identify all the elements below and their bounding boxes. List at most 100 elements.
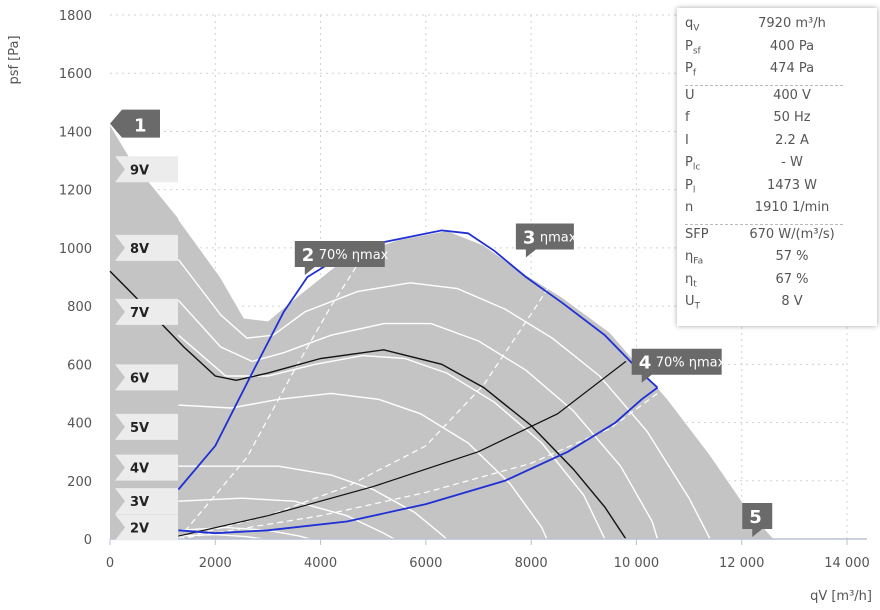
info-key-subscript: f (692, 68, 697, 79)
x-tick-label: 10 000 (614, 556, 660, 571)
voltage-curve-7V (177, 299, 659, 540)
x-tick-label: 8000 (515, 556, 548, 571)
voltage-curve-min (178, 533, 263, 540)
curves (109, 218, 753, 540)
voltage-curve-8V (177, 259, 711, 540)
x-axis-title: qV [m³/h] (810, 589, 872, 604)
voltage-label-7V: 7V (115, 298, 178, 325)
voltage-label-text: 9V (130, 163, 149, 178)
info-row: Psf 400 Pa (677, 39, 877, 61)
info-key: Pf (685, 61, 697, 79)
voltage-label-6V: 6V (115, 364, 178, 391)
info-value: 1473 W (766, 177, 818, 193)
callout-number: 3 (523, 228, 536, 249)
voltage-label-9V: 9V (115, 156, 178, 183)
info-row: n 1910 1/min (677, 200, 877, 222)
info-value: 2.2 A (775, 132, 809, 148)
voltage-label-tab (115, 413, 178, 440)
y-tick-label: 1800 (59, 9, 92, 24)
voltage-label-tab (115, 454, 178, 481)
y-tick-label: 1600 (59, 67, 92, 82)
voltage-label-tab (115, 364, 178, 391)
info-key: ηt (685, 271, 697, 290)
voltage-label-tab (115, 156, 178, 183)
callout-number: 1 (134, 116, 147, 137)
voltage-label-tab (115, 514, 178, 541)
info-row: Plc - W (677, 155, 877, 177)
info-value: 8 V (781, 294, 803, 309)
info-row: U 400 V (677, 88, 877, 110)
efficiency-boundary-lower (178, 386, 659, 535)
info-value: 400 Pa (769, 38, 815, 54)
info-row: Pl 1473 W (677, 178, 877, 200)
callout-text: ηmax (540, 231, 577, 246)
voltage-label-8V: 8V (115, 234, 178, 261)
info-row: ηt 67 % (677, 272, 877, 294)
info-key-subscript: sf (692, 46, 701, 57)
x-tick-label: 6000 (409, 556, 442, 571)
x-tick-label: 12 000 (719, 556, 765, 571)
efficiency-dashed-curve-3 (178, 392, 658, 540)
x-tick-label: 14 000 (824, 556, 870, 571)
voltage-label-text: 2V (130, 521, 149, 536)
callout-5: 5 (742, 503, 773, 537)
efficiency-dashed-curve-1 (177, 256, 364, 540)
info-row: I 2.2 A (677, 133, 877, 155)
info-key: Pl (685, 177, 696, 196)
voltage-label-tab (115, 488, 178, 515)
voltage-label-4V: 4V (115, 454, 178, 481)
info-row: qV 7920 m³/h (677, 16, 877, 38)
callout-number: 5 (749, 507, 762, 528)
info-value: 1910 1/min (754, 200, 830, 215)
info-key: U (685, 87, 695, 103)
info-row: ηFa 57 % (677, 249, 877, 271)
info-row: UT 8 V (677, 294, 877, 316)
voltage-curve-4V (178, 465, 448, 540)
callout-2: 2 70% ηmax (294, 241, 389, 275)
info-value: 7920 m³/h (758, 16, 826, 31)
info-key-subscript: t (693, 279, 697, 290)
voltage-label-5V: 5V (115, 413, 178, 440)
callout-1: 1 (110, 109, 160, 138)
info-key: ηFa (685, 249, 704, 267)
info-value: - W (781, 155, 803, 170)
callout-3: 3 ηmax (515, 223, 577, 258)
voltage-label-text: 8V (130, 242, 149, 257)
info-key: n (685, 200, 694, 215)
labels: 9V 8V 7V 6V 5V 4V 3V 2V 1 2 70% ηmax 3 ηmax 4 70% ηmax… (110, 109, 773, 541)
voltage-label-tab (115, 234, 178, 261)
y-tick-label: 200 (67, 475, 92, 490)
info-separator (685, 84, 843, 86)
info-row: SFP 670 W/(m³/s) (677, 227, 877, 249)
callout-box (742, 503, 773, 537)
info-key-subscript: Fa (693, 256, 704, 267)
voltage-curve-3V (178, 497, 395, 540)
info-key: qV (685, 16, 700, 34)
callout-number: 2 (302, 245, 315, 266)
info-key-subscript: l (692, 185, 696, 196)
axes: 0 2000 4000 6000 8000 10 000 12 000 14 000 0 200 4… (59, 9, 870, 571)
y-axis-title: psf [Pa] (7, 35, 22, 84)
info-key: Psf (685, 38, 701, 57)
voltage-curve-5V (178, 392, 548, 540)
voltage-label-text: 3V (130, 495, 149, 510)
x-tick-label: 2000 (199, 556, 232, 571)
voltage-label-tab (115, 298, 178, 325)
info-value: 50 Hz (773, 110, 811, 125)
callout-box (294, 241, 385, 275)
y-tick-label: 1000 (59, 242, 92, 257)
y-tick-label: 800 (67, 300, 92, 315)
voltage-label-text: 6V (130, 371, 149, 386)
info-value: 57 % (775, 249, 809, 264)
callout-box (631, 348, 722, 383)
callout-text: 70% ηmax (656, 356, 726, 371)
info-table: qV 7920 m³/h Psf 400 Pa Pf 474 Pa U 400 V f 50 Hz… (677, 8, 877, 326)
operating-region-area (110, 125, 774, 539)
voltage-label-text: 4V (130, 462, 149, 477)
info-key: I (685, 132, 689, 148)
callout-number: 4 (639, 353, 652, 374)
voltage-label-text: 5V (130, 421, 149, 436)
info-key: Plc (685, 155, 701, 173)
info-row: f 50 Hz (677, 110, 877, 132)
